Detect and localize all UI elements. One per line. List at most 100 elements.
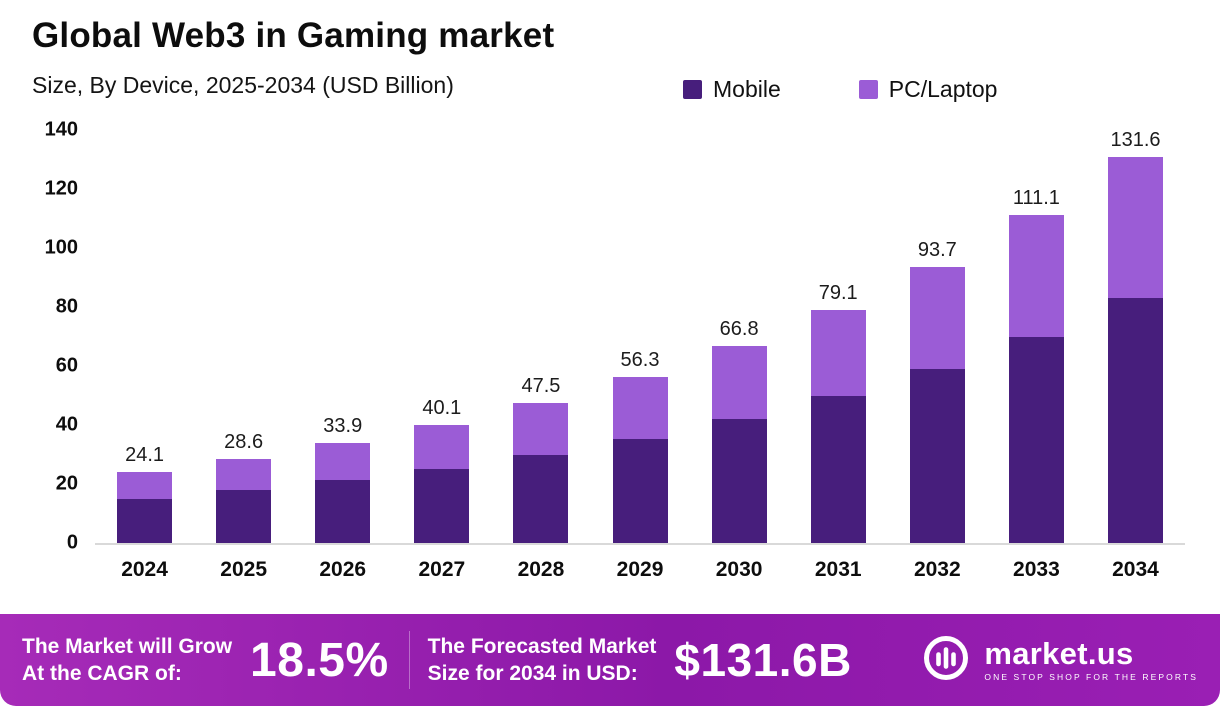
- bar-segment-mobile: [1008, 336, 1064, 543]
- x-tick-label: 2028: [517, 558, 565, 581]
- bar-value-label: 40.1: [422, 396, 462, 419]
- cagr-label-line1: The Market will Grow: [22, 634, 233, 658]
- bar-value-label: 33.9: [323, 415, 363, 438]
- x-tick-label: 2030: [715, 558, 763, 581]
- divider: [408, 631, 410, 689]
- bar-column: 40.1: [392, 130, 491, 543]
- y-axis: 0 20 40 60 80 100 120 140: [18, 119, 78, 554]
- bar-segment-pc-laptop: [315, 443, 371, 481]
- bar-segment-pc-laptop: [513, 402, 569, 456]
- bar-value-label: 24.1: [125, 443, 165, 466]
- legend-item-mobile: Mobile: [683, 76, 781, 103]
- bar-column: 93.7: [888, 130, 987, 543]
- bar-segment-pc-laptop: [612, 376, 668, 439]
- cagr-label-line2: At the CAGR of:: [22, 662, 182, 685]
- bars-row: 24.1 28.6 33.9 40.1 47.5 56.3 66.8 79.1 93.7 111.…: [95, 130, 1185, 543]
- legend: Mobile PC/Laptop: [683, 76, 997, 103]
- cagr-value: 18.5%: [250, 633, 389, 687]
- brand-text: market.us ONE STOP SHOP FOR THE REPORTS: [984, 638, 1198, 682]
- bar-column: 56.3: [590, 130, 689, 543]
- bar-value-label: 56.3: [620, 348, 660, 371]
- forecast-value: $131.6B: [674, 634, 852, 686]
- y-tick-label: 0: [66, 531, 78, 554]
- bar-value-label: 131.6: [1110, 129, 1161, 151]
- bar-stack: 131.6: [1107, 129, 1163, 543]
- bar-stack: 28.6: [216, 130, 272, 543]
- brand-name: market.us: [984, 636, 1134, 672]
- bar-segment-mobile: [513, 455, 569, 543]
- bar-segment-mobile: [414, 468, 470, 543]
- market-us-logo-icon: [921, 633, 971, 688]
- bar-stack: 24.1: [117, 130, 173, 543]
- y-tick-label: 80: [55, 295, 78, 318]
- bar-stack: 79.1: [810, 130, 866, 543]
- x-tick-label: 2027: [418, 558, 466, 581]
- x-tick-label: 2033: [1013, 558, 1060, 581]
- legend-swatch: [858, 80, 878, 99]
- bar-segment-pc-laptop: [1008, 215, 1064, 337]
- bar-column: 79.1: [789, 130, 888, 543]
- bar-stack: 66.8: [711, 130, 767, 543]
- bar-segment-pc-laptop: [414, 424, 470, 469]
- legend-item-pc-laptop: PC/Laptop: [858, 76, 998, 103]
- forecast-label-line1: The Forecasted Market: [427, 634, 657, 658]
- y-tick-label: 40: [55, 413, 78, 436]
- bar-value-label: 66.8: [719, 317, 759, 340]
- bar-segment-mobile: [216, 489, 272, 543]
- bar-segment-pc-laptop: [117, 471, 173, 499]
- forecast-label: The Forecasted Market Size for 2034 in U…: [428, 633, 657, 688]
- bar-stack: 93.7: [909, 130, 965, 543]
- x-tick-label: 2025: [220, 558, 267, 581]
- y-tick-label: 60: [55, 354, 78, 377]
- bar-segment-pc-laptop: [909, 266, 965, 369]
- y-tick-label: 120: [44, 177, 78, 200]
- x-axis-row: 2024 2025 2026 2027 2028 2029 2030 2031 2032 2033…: [95, 558, 1185, 582]
- bar-value-label: 28.6: [224, 430, 264, 453]
- x-tick-label: 2032: [913, 558, 961, 581]
- bar-segment-pc-laptop: [711, 345, 767, 420]
- y-tick-label: 20: [55, 472, 78, 495]
- forecast-label-line2: Size for 2034 in USD:: [427, 662, 638, 685]
- bar-column: 28.6: [194, 130, 293, 543]
- bar-column: 33.9: [293, 130, 392, 543]
- bar-stack: 47.5: [513, 130, 569, 543]
- bar-stack: 111.1: [1008, 130, 1064, 543]
- y-tick-label: 140: [44, 118, 78, 141]
- legend-swatch: [683, 80, 702, 99]
- x-tick-label: 2031: [814, 558, 862, 581]
- bar-stack: 33.9: [315, 130, 371, 543]
- bar-segment-mobile: [612, 438, 668, 543]
- x-tick-label: 2026: [319, 558, 367, 581]
- bar-stack: 56.3: [612, 130, 668, 543]
- bar-value-label: 79.1: [818, 281, 858, 304]
- x-tick-label: 2034: [1112, 558, 1159, 581]
- bar-segment-mobile: [909, 368, 965, 543]
- bar-segment-mobile: [810, 396, 866, 543]
- bar-value-label: 93.7: [917, 238, 957, 261]
- brand: market.us ONE STOP SHOP FOR THE REPORTS: [921, 633, 1198, 688]
- y-tick-label: 100: [44, 236, 78, 259]
- bar-segment-pc-laptop: [216, 458, 272, 490]
- bar-column: 66.8: [690, 130, 789, 543]
- bar-segment-mobile: [315, 480, 371, 543]
- bar-segment-pc-laptop: [810, 309, 866, 397]
- bar-column: 24.1: [95, 130, 194, 543]
- legend-label: PC/Laptop: [888, 76, 998, 102]
- cagr-label: The Market will Grow At the CAGR of:: [22, 633, 232, 688]
- footer-banner: The Market will Grow At the CAGR of: 18.…: [0, 614, 1220, 706]
- bar-column: 47.5: [491, 130, 590, 543]
- bar-segment-mobile: [117, 498, 173, 543]
- bar-segment-mobile: [711, 419, 767, 543]
- x-tick-label: 2029: [616, 558, 664, 581]
- chart-subtitle: Size, By Device, 2025-2034 (USD Billion): [32, 72, 454, 98]
- x-tick-label: 2024: [121, 558, 168, 581]
- plot-area: 24.1 28.6 33.9 40.1 47.5 56.3 66.8 79.1 93.7 111.…: [95, 130, 1185, 545]
- bar-stack: 40.1: [414, 130, 470, 543]
- bar-segment-mobile: [1107, 297, 1163, 543]
- bar-column: 131.6: [1086, 130, 1185, 543]
- bar-value-label: 111.1: [1012, 187, 1060, 210]
- brand-tagline: ONE STOP SHOP FOR THE REPORTS: [984, 672, 1198, 683]
- legend-label: Mobile: [713, 76, 781, 102]
- bar-segment-pc-laptop: [1107, 157, 1163, 298]
- page-title: Global Web3 in Gaming market: [32, 16, 555, 55]
